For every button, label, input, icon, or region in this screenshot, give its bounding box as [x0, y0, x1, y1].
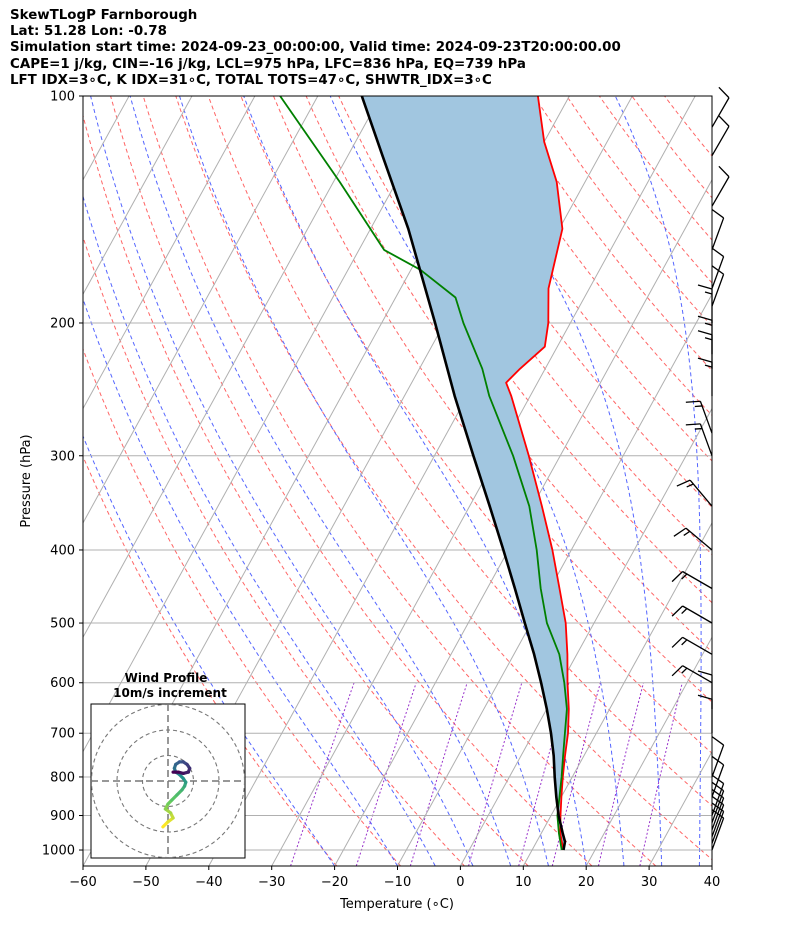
dry-adiabat [240, 96, 712, 754]
wind-barbs [671, 86, 730, 851]
dry-adiabat [273, 96, 712, 703]
isotherm [334, 178, 712, 866]
isotherm [397, 293, 712, 866]
x-tick-label: −50 [132, 875, 159, 890]
wind-barb [711, 86, 730, 128]
wind-barb [697, 315, 713, 355]
x-tick-label: 0 [456, 875, 464, 890]
isotherm [83, 96, 382, 639]
moist-adiabat [614, 96, 702, 866]
mixing-ratio-line [409, 682, 468, 866]
wind-barb [685, 400, 713, 434]
isotherm [83, 96, 319, 524]
stability-parameters: CAPE=1 j/kg, CIN=-16 j/kg, LCL=975 hPa, … [10, 57, 526, 72]
mixing-ratio-line [597, 682, 644, 866]
simulation-times: Simulation start time: 2024-09-23_00:00:… [10, 40, 621, 55]
dry-adiabat [468, 96, 712, 416]
mixing-ratio-line [551, 682, 601, 866]
temperature-profile-line [505, 96, 570, 851]
mixing-ratio-line [468, 682, 523, 866]
mixing-ratio-line [639, 682, 683, 866]
moist-adiabat [83, 194, 436, 866]
wind-barb [711, 165, 730, 207]
isotherm [83, 96, 193, 296]
moist-adiabat [83, 434, 336, 866]
dry-adiabat [631, 96, 712, 199]
x-tick-label: −30 [258, 875, 285, 890]
y-tick-label: 800 [50, 770, 75, 785]
wind-barb [685, 423, 713, 457]
chart-title: SkewTLogP Farnborough [10, 8, 198, 23]
dry-adiabat [83, 235, 465, 866]
x-tick-label: −10 [384, 875, 411, 890]
y-tick-label: 500 [50, 617, 75, 632]
x-tick-label: 10 [515, 875, 532, 890]
location-coordinates: Lat: 51.28 Lon: -0.78 [10, 24, 167, 39]
y-tick-label: 600 [50, 676, 75, 691]
mixing-ratio-line [290, 682, 355, 866]
index-parameters: LFT IDX=3∘C, K IDX=31∘C, TOTAL TOTS=47∘C… [10, 73, 492, 88]
wind-barb [711, 735, 725, 778]
x-tick-label: −40 [195, 875, 222, 890]
wind-barb [671, 570, 713, 590]
isotherm [0, 96, 3, 866]
wind-barb [697, 670, 713, 709]
wind-barb [676, 479, 713, 507]
hodograph-title: Wind Profile [125, 671, 208, 685]
moist-adiabat [90, 96, 474, 866]
dry-adiabat [533, 96, 712, 328]
y-tick-label: 900 [50, 809, 75, 824]
hodograph-subtitle: 10m/s increment [113, 686, 227, 700]
dry-adiabat [207, 96, 712, 807]
wind-barb [671, 665, 713, 684]
wind-barb [711, 115, 730, 157]
x-tick-label: 40 [704, 875, 721, 890]
y-tick-label: 400 [50, 543, 75, 558]
y-tick-label: 300 [50, 449, 75, 464]
wind-barb [711, 247, 725, 289]
wind-hodograph: Wind Profile 10m/s increment [90, 671, 246, 859]
x-tick-label: 20 [578, 875, 595, 890]
isotherm [83, 96, 256, 410]
moist-adiabat [129, 96, 512, 866]
dry-adiabat [403, 96, 712, 508]
wind-barb [697, 694, 713, 734]
dry-adiabat [142, 96, 657, 866]
x-tick-label: −60 [69, 875, 96, 890]
wind-barb [673, 527, 713, 551]
x-axis-label: Temperature (∘C) [339, 897, 454, 912]
x-tick-label: −20 [321, 875, 348, 890]
moist-adiabat [243, 96, 587, 866]
y-tick-label: 200 [50, 316, 75, 331]
moist-adiabat [450, 96, 663, 866]
y-tick-label: 700 [50, 727, 75, 742]
dry-adiabat [175, 96, 712, 861]
parcel-profile-line [360, 96, 567, 851]
dewpoint-profile-line [279, 96, 568, 851]
wind-barb [697, 357, 713, 397]
isotherm [711, 864, 712, 866]
dry-adiabat [664, 96, 712, 157]
y-axis-label: Pressure (hPa) [19, 434, 34, 527]
cape-shading [361, 96, 569, 850]
y-tick-label: 1000 [42, 844, 75, 859]
dry-adiabat [83, 347, 401, 866]
isotherm [585, 636, 712, 866]
x-tick-label: 30 [641, 875, 658, 890]
dry-adiabat [370, 96, 712, 556]
isotherm [459, 407, 712, 866]
mixing-ratio-line [355, 682, 417, 866]
dry-adiabat [566, 96, 712, 284]
wind-barb [711, 265, 725, 307]
wind-barb [711, 208, 725, 251]
y-tick-label: 100 [50, 90, 75, 105]
mixing-ratio-line [518, 682, 570, 866]
wind-barb [671, 636, 713, 655]
isotherm [522, 521, 712, 866]
dry-adiabat [110, 96, 593, 866]
wind-barb [671, 605, 713, 624]
dry-adiabat [598, 96, 712, 241]
